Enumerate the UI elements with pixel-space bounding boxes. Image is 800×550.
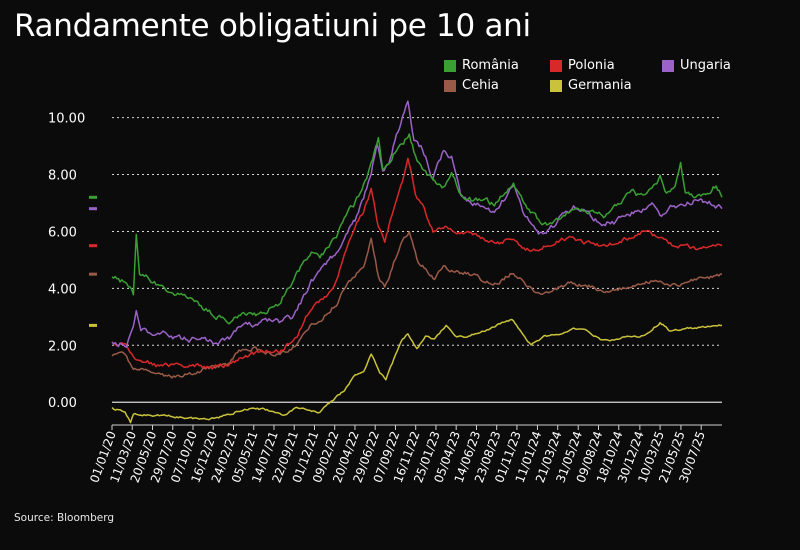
legend-swatch-cehia [444,79,456,92]
y-tick-label: 6.00 [48,225,77,240]
x-axis: 01/01/2011/03/2020/05/2029/07/2007/10/20… [87,424,722,485]
series-line-germania [111,318,723,424]
latest-value-marker-germania [89,323,97,327]
series-line-cehia [111,230,723,379]
legend-item-cehia[interactable]: Cehia [444,78,499,93]
y-tick-label: 2.00 [48,339,77,354]
legend-swatch-germania [550,79,562,92]
series-end-markers [89,195,97,327]
series-line-romania [111,133,723,325]
legend-item-polonia[interactable]: Polonia [550,58,615,73]
legend-label-cehia: Cehia [462,78,499,93]
legend-item-romania[interactable]: România [444,58,519,73]
legend-swatch-ungaria [662,59,674,72]
legend-label-ungaria: Ungaria [680,58,731,73]
series-line-polonia [111,157,723,370]
series-line-ungaria [111,100,723,348]
source-note: Source: Bloomberg [14,512,115,524]
legend-item-germania[interactable]: Germania [550,78,632,93]
y-tick-label: 10.00 [48,112,85,127]
legend-swatch-polonia [550,59,562,72]
legend-label-germania: Germania [568,78,632,93]
chart-title: Randamente obligatiuni pe 10 ani [14,8,531,44]
latest-value-marker-polonia [89,244,97,248]
latest-value-marker-ungaria [89,207,97,211]
latest-value-marker-cehia [89,272,97,276]
legend-swatch-romania [444,59,456,72]
series-lines [111,100,723,424]
legend: România Polonia Ungaria Cehia Germania [444,58,744,94]
latest-value-marker-romania [89,195,97,199]
gridlines [112,117,722,403]
legend-label-romania: România [462,58,519,73]
legend-label-polonia: Polonia [568,58,615,73]
y-tick-label: 0.00 [48,396,77,411]
legend-item-ungaria[interactable]: Ungaria [662,58,731,73]
y-axis: 0.00 2.00 4.00 6.00 8.00 10.00 [48,112,85,412]
y-tick-label: 8.00 [48,169,77,184]
y-tick-label: 4.00 [48,282,77,297]
